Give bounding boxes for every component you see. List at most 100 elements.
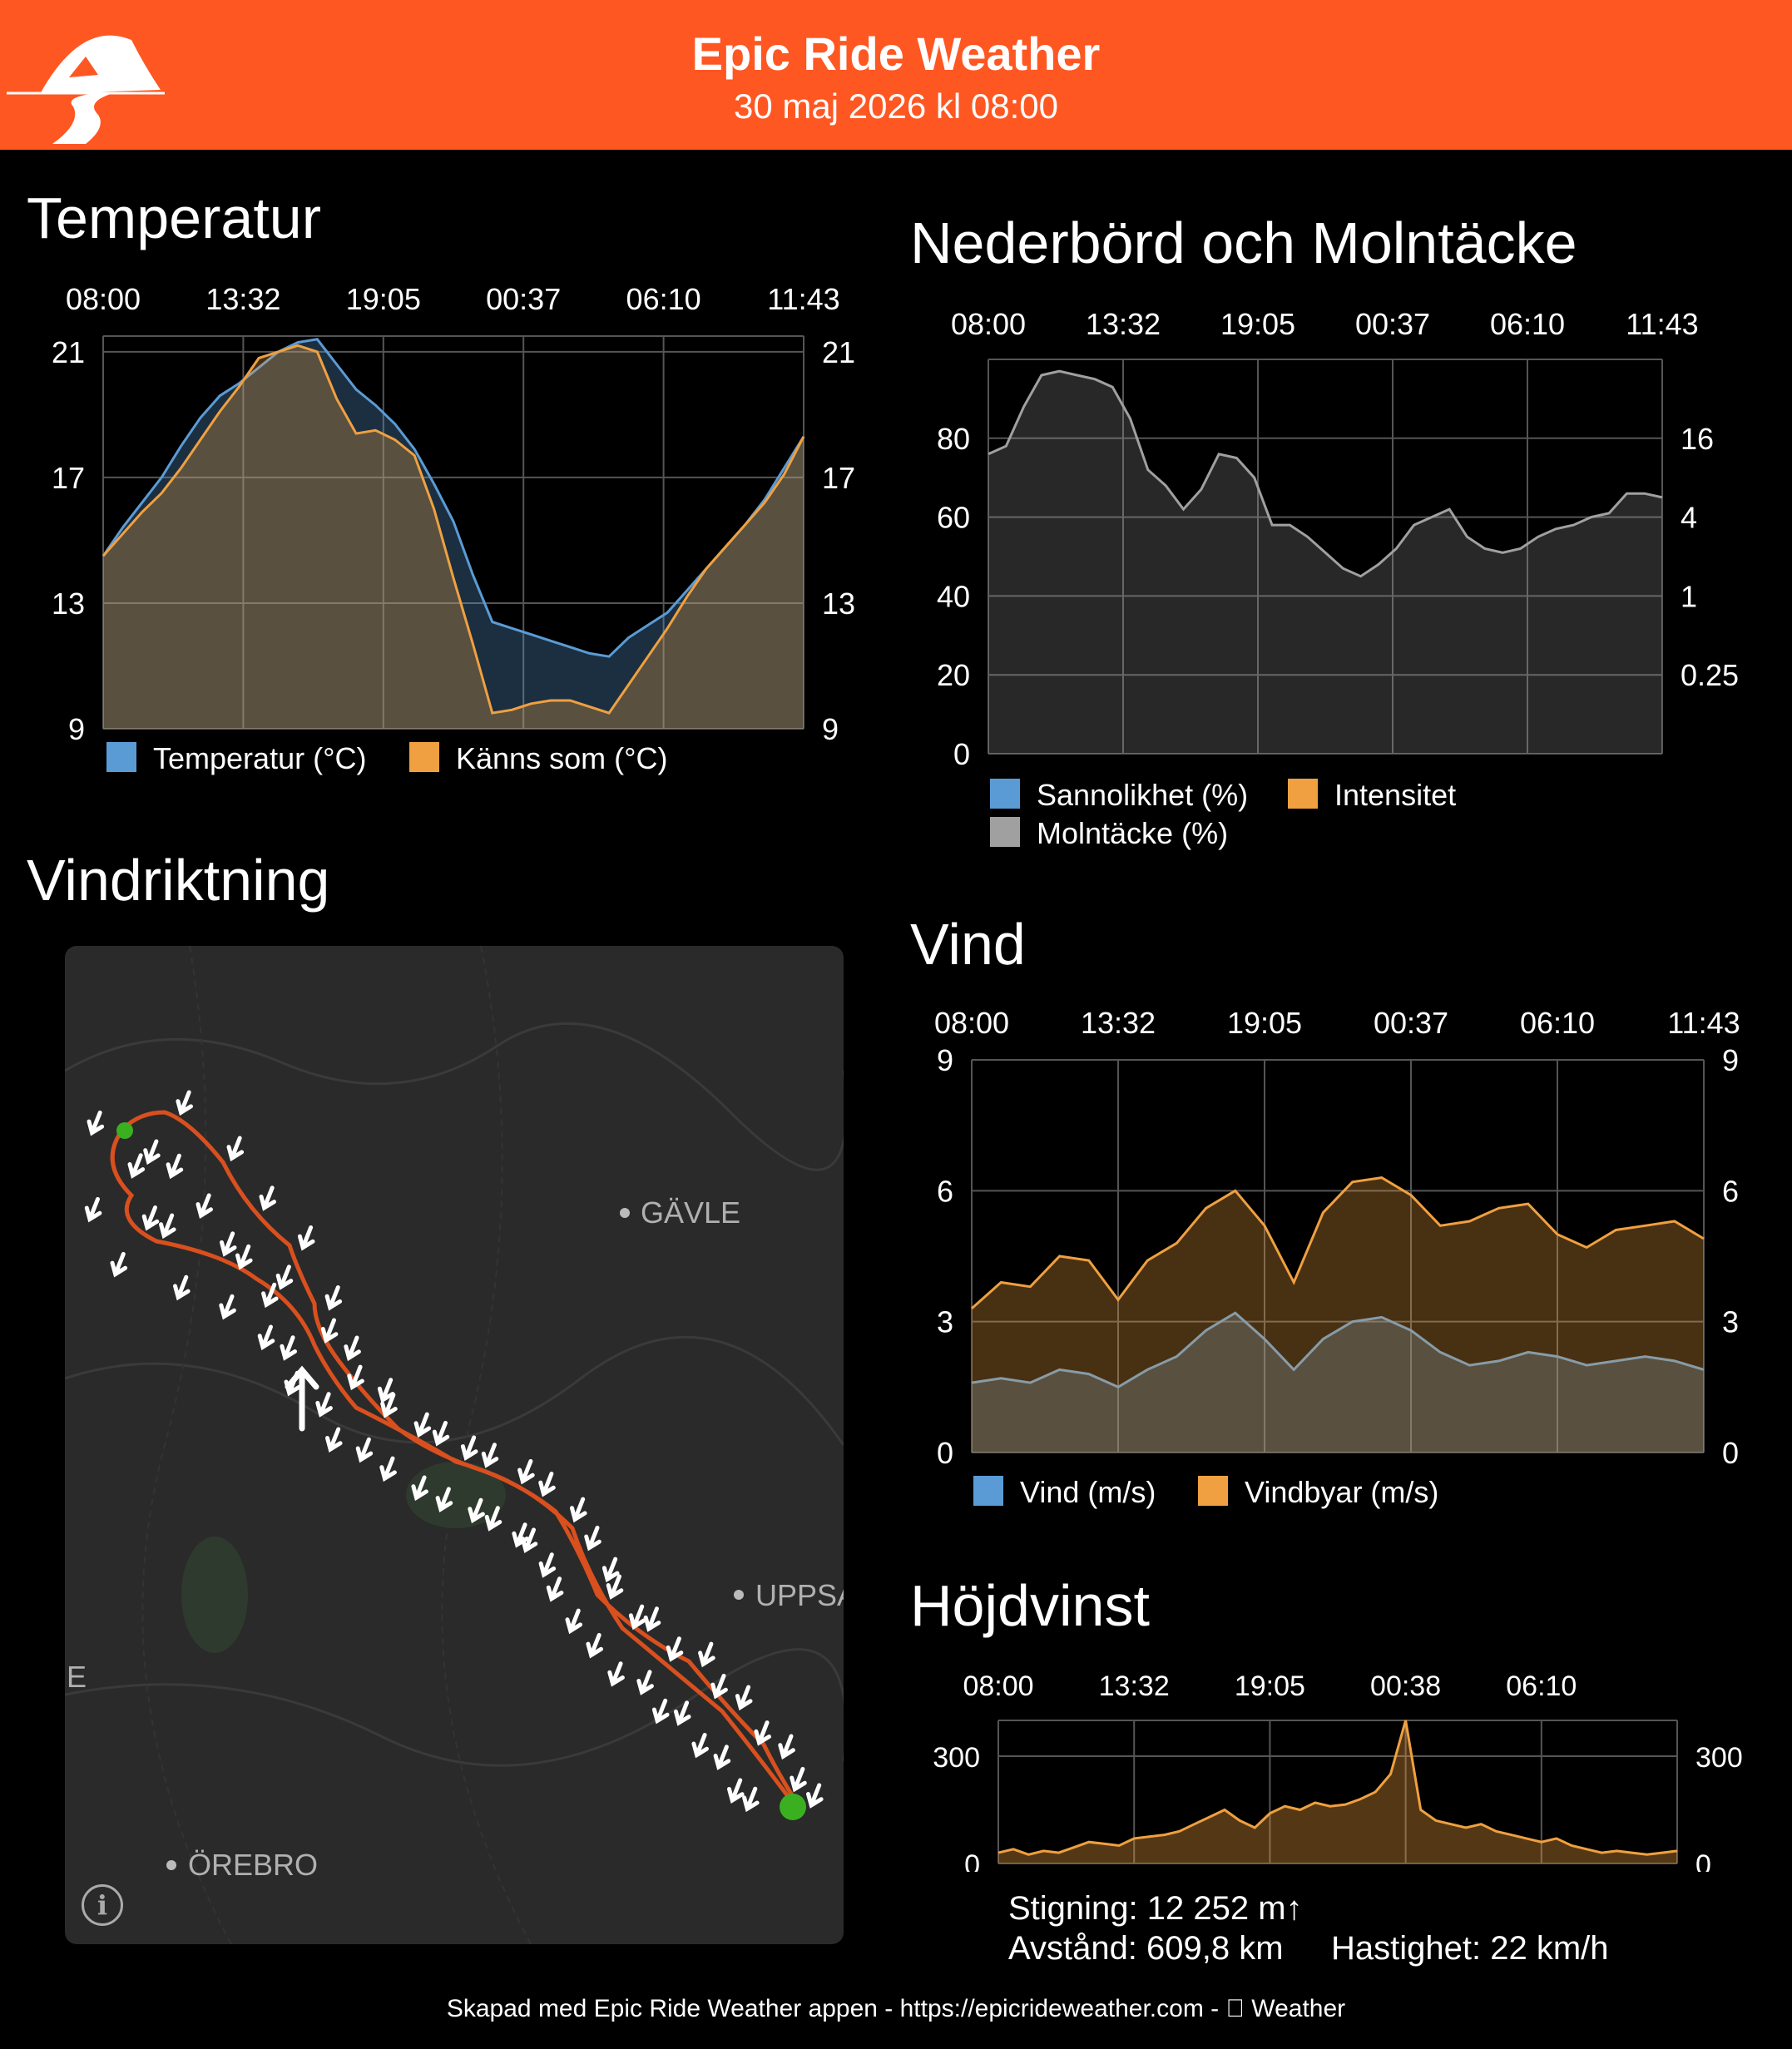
wind-arrow-icon: [173, 1274, 191, 1301]
wind-arrow-icon: [432, 1420, 450, 1447]
x-tick-label: 08:00: [963, 1670, 1033, 1702]
y-tick-label-right: 0: [1722, 1436, 1739, 1470]
y-tick-label-right: 9: [822, 712, 839, 746]
series-area: [972, 1177, 1704, 1453]
y-tick-label-right: 9: [1722, 1043, 1739, 1077]
y-tick-label: 3: [937, 1305, 953, 1339]
precipitation-title: Nederbörd och Molntäcke: [910, 210, 1577, 275]
info-icon[interactable]: i: [82, 1884, 123, 1926]
app-title: Epic Ride Weather: [691, 27, 1101, 80]
legend-swatch: [1198, 1476, 1228, 1506]
x-tick-label: 19:05: [346, 282, 421, 316]
legend-swatch: [973, 1476, 1003, 1506]
series-line: [101, 338, 805, 658]
wind-arrow-icon: [713, 1745, 731, 1770]
series-area: [988, 371, 1662, 754]
x-tick-label: 08:00: [951, 307, 1026, 341]
wind-arrow-icon: [666, 1636, 684, 1662]
x-tick-label: 06:10: [626, 282, 701, 316]
wind-arrow-icon: [220, 1231, 237, 1257]
wind-arrow-icon: [355, 1437, 374, 1463]
legend-swatch: [106, 742, 136, 772]
y-tick-label: 20: [937, 658, 970, 692]
y-tick-label: 80: [937, 422, 970, 456]
series-area: [972, 1313, 1704, 1453]
wind-direction-map[interactable]: GÄVLE UPPSA E ÖREBRO i: [65, 946, 844, 1944]
wind-arrow-icon: [651, 1698, 670, 1725]
wind-arrow-icon: [517, 1458, 535, 1485]
wind-chart: 08:00 13:32 19:05 00:37 06:10 11:43 0 3 6 9 0 3 6 9 Vi…: [934, 1006, 1740, 1509]
x-tick-label: 08:00: [934, 1006, 1009, 1040]
y-tick-label-right: 16: [1681, 422, 1714, 456]
wind-arrow-icon: [110, 1251, 128, 1278]
temperature-chart: 08:00 13:32 19:05 00:37 06:10 11:43 9 13 17 21 9 13…: [52, 282, 855, 775]
map-label-edge: E: [67, 1660, 87, 1694]
wind-arrow-icon: [735, 1685, 753, 1711]
y-tick-label: 0: [964, 1849, 980, 1872]
speed-stat: Hastighet: 22 km/h: [1331, 1930, 1609, 1967]
x-tick-label: 13:32: [1099, 1670, 1170, 1702]
y-tick-label-right: 1: [1681, 579, 1697, 613]
wind-arrow-icon: [698, 1641, 715, 1668]
wind-arrow-icon: [257, 1324, 275, 1351]
wind-arrow-icon: [607, 1661, 625, 1687]
wind-arrow-icon: [790, 1766, 807, 1793]
wind-arrow-icon: [468, 1497, 485, 1524]
legend-swatch: [990, 779, 1020, 809]
wind-arrow-icon: [219, 1294, 236, 1320]
series-area: [998, 1720, 1677, 1863]
series-line: [971, 1311, 1705, 1388]
wind-arrow-icon: [411, 1475, 428, 1502]
y-tick-label: 21: [52, 335, 85, 369]
x-tick-label: 11:43: [767, 282, 839, 316]
wind-arrow-icon: [261, 1282, 279, 1309]
y-tick-label-right: 0: [1695, 1849, 1711, 1872]
y-tick-label: 0: [937, 1436, 953, 1470]
wind-arrow-icon: [315, 1392, 333, 1418]
x-tick-label: 00:37: [486, 282, 561, 316]
x-tick-label: 00:37: [1374, 1006, 1448, 1040]
wind-arrow-icon: [484, 1506, 502, 1532]
wind-arrow-icon: [565, 1608, 583, 1635]
series-area: [103, 339, 804, 729]
wind-arrow-icon: [584, 1525, 601, 1552]
wind-arrow-icon: [226, 1136, 245, 1162]
wind-arrow-icon: [673, 1700, 691, 1726]
legend-label: Vindbyar (m/s): [1245, 1475, 1438, 1509]
distance-stat: Avstånd: 609,8 km: [1008, 1930, 1284, 1967]
wind-arrow-icon: [127, 1153, 146, 1179]
wind-arrow-icon: [643, 1606, 661, 1632]
elevation-chart: 08:00 13:32 19:05 00:38 06:10 0 300 0 300: [933, 1670, 1742, 1872]
wind-arrow-icon: [481, 1443, 499, 1468]
legend-swatch: [990, 817, 1020, 847]
series-line: [971, 1176, 1705, 1310]
map-label-uppsala: UPPSA: [755, 1578, 844, 1612]
wind-arrow-icon: [87, 1110, 105, 1136]
series-line: [101, 344, 805, 715]
y-tick-label-right: 3: [1722, 1305, 1739, 1339]
precipitation-chart: 08:00 13:32 19:05 00:37 06:10 11:43 0 20 40 60 80 0…: [937, 307, 1739, 850]
wind-arrow-icon: [435, 1487, 453, 1512]
y-tick-label: 60: [937, 501, 970, 535]
wind-arrow-icon: [259, 1185, 276, 1211]
wind-arrow-icon: [143, 1139, 161, 1166]
wind-arrow-icon: [460, 1435, 478, 1461]
legend-label: Känns som (°C): [456, 741, 667, 775]
footer-credit: Skapad med Epic Ride Weather appen - htt…: [447, 1995, 1345, 2022]
x-tick-label: 06:10: [1506, 1670, 1577, 1702]
mountain-road-logo-icon: [7, 35, 165, 144]
climb-stat: Stigning: 12 252 m↑: [1008, 1890, 1303, 1927]
series-line: [997, 1720, 1678, 1856]
wind-arrow-icon: [84, 1196, 102, 1223]
wind-arrow-icon: [347, 1364, 364, 1391]
wind-arrow-icon: [235, 1244, 253, 1270]
wind-arrow-icon: [324, 1285, 343, 1311]
wind-arrow-icon: [628, 1604, 646, 1631]
wind-arrow-icon: [280, 1335, 297, 1361]
wind-arrow-icon: [754, 1720, 771, 1746]
series-line: [988, 369, 1663, 578]
y-tick-label: 9: [68, 712, 85, 746]
wind-arrow-icon: [297, 1225, 315, 1251]
wind-arrow-icon: [141, 1205, 160, 1231]
map-label-orebro: ÖREBRO: [188, 1848, 319, 1882]
